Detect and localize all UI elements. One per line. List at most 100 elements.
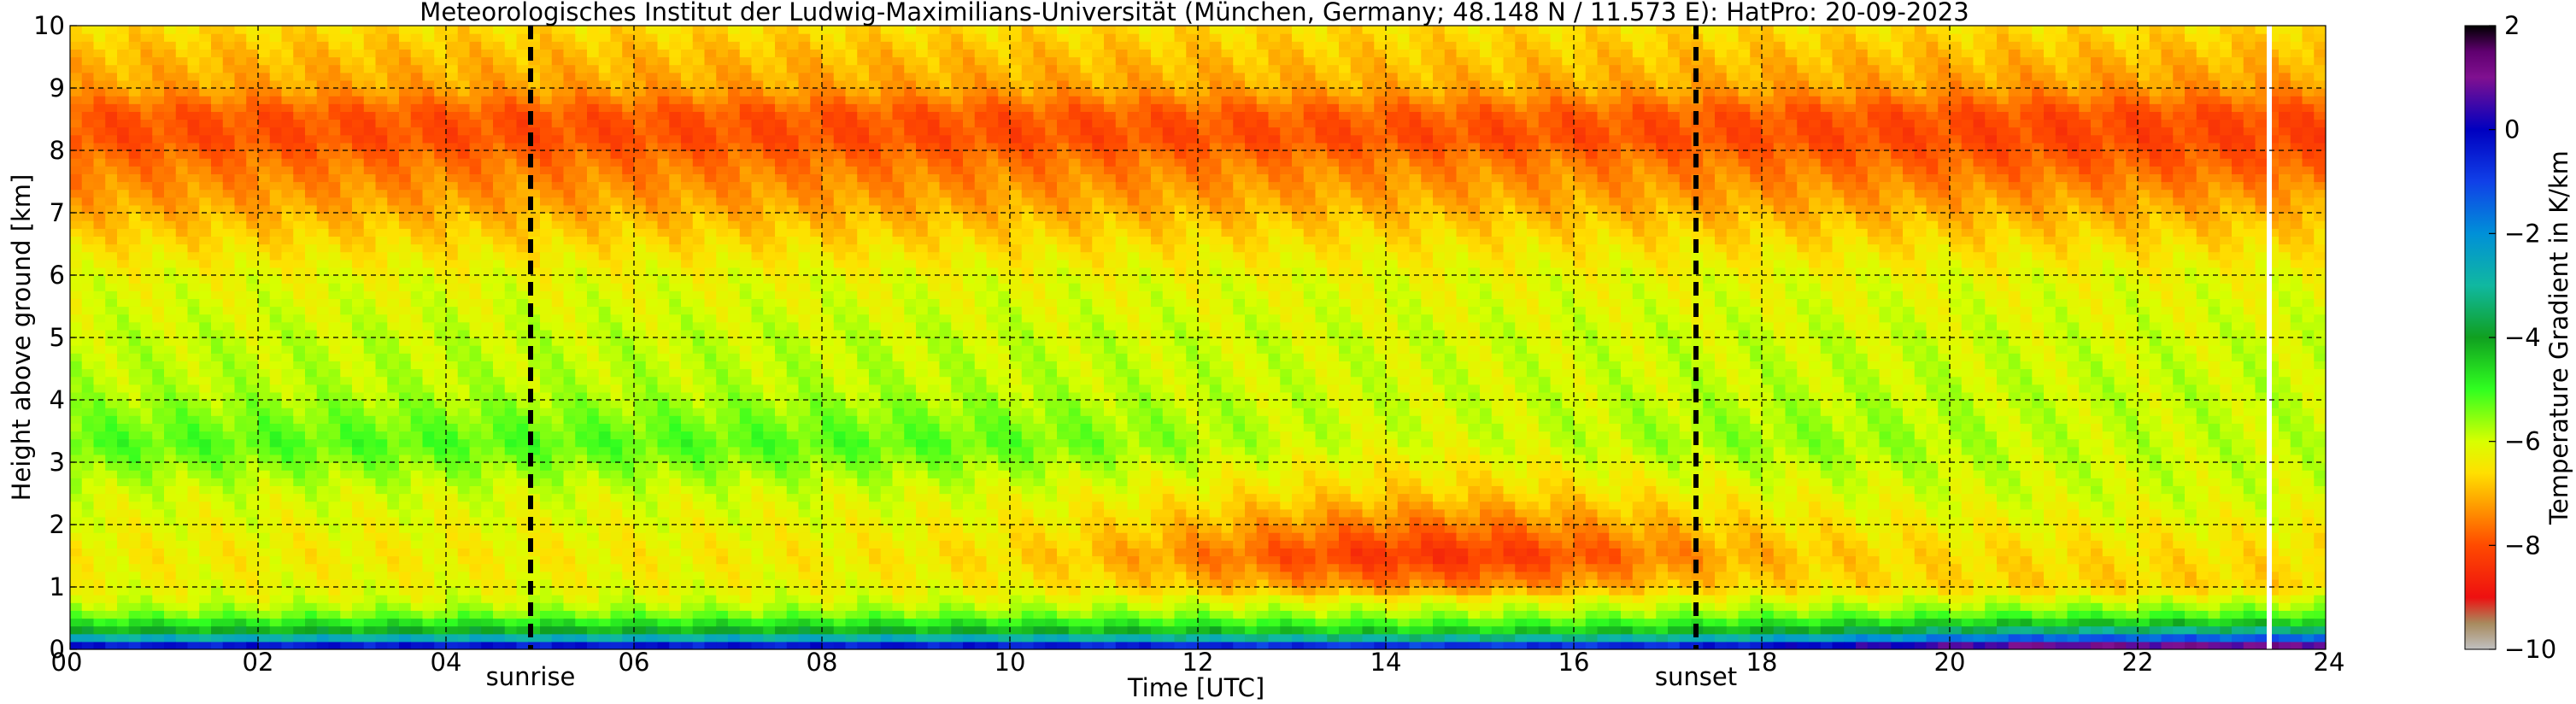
- heatmap-cell: [657, 134, 670, 144]
- heatmap-cell: [598, 283, 612, 291]
- heatmap-cell: [704, 166, 717, 174]
- heatmap-cell: [222, 400, 236, 408]
- heatmap-cell: [786, 446, 800, 455]
- heatmap-cell: [81, 368, 95, 378]
- heatmap-cell: [446, 508, 459, 518]
- heatmap-cell: [728, 423, 741, 432]
- heatmap-cell: [387, 478, 400, 486]
- heatmap-cell: [93, 602, 106, 611]
- heatmap-cell: [540, 275, 553, 284]
- heatmap-cell: [692, 462, 706, 471]
- heatmap-cell: [645, 633, 659, 642]
- heatmap-cell: [340, 173, 353, 183]
- heatmap-cell: [128, 602, 142, 611]
- heatmap-cell: [399, 213, 412, 221]
- heatmap-cell: [446, 595, 459, 603]
- heatmap-cell: [117, 329, 130, 338]
- heatmap-cell: [363, 454, 377, 463]
- heatmap-cell: [434, 361, 447, 370]
- heatmap-cell: [681, 88, 694, 97]
- heatmap-cell: [622, 49, 635, 58]
- heatmap-cell: [363, 548, 377, 557]
- heatmap-cell: [70, 283, 83, 291]
- heatmap-cell: [211, 173, 224, 183]
- heatmap-cell: [187, 641, 200, 649]
- heatmap-cell: [681, 126, 694, 136]
- heatmap-cell: [234, 454, 247, 463]
- heatmap-cell: [493, 361, 506, 370]
- heatmap-cell: [493, 220, 506, 229]
- heatmap-cell: [481, 314, 494, 323]
- heatmap-cell: [739, 516, 753, 525]
- heatmap-cell: [211, 72, 224, 81]
- heatmap-cell: [164, 64, 177, 73]
- heatmap-cell: [246, 501, 259, 510]
- heatmap-cell: [164, 532, 177, 541]
- heatmap-cell: [234, 267, 247, 276]
- heatmap-cell: [70, 493, 83, 502]
- heatmap-cell: [81, 181, 95, 191]
- heatmap-cell: [281, 337, 294, 346]
- heatmap-cell: [692, 446, 706, 455]
- heatmap-cell: [610, 532, 623, 541]
- heatmap-cell: [681, 96, 694, 104]
- heatmap-cell: [598, 595, 612, 603]
- heatmap-cell: [187, 376, 200, 385]
- heatmap-cell: [352, 236, 365, 245]
- heatmap-cell: [587, 275, 600, 284]
- heatmap-cell: [622, 525, 635, 533]
- heatmap-cell: [481, 501, 494, 510]
- heatmap-cell: [117, 555, 130, 565]
- heatmap-cell: [410, 306, 424, 315]
- heatmap-cell: [587, 446, 600, 455]
- heatmap-cell: [504, 329, 518, 338]
- heatmap-cell: [728, 56, 741, 66]
- heatmap-cell: [704, 516, 717, 525]
- heatmap-cell: [587, 548, 600, 557]
- heatmap-cell: [716, 478, 729, 486]
- heatmap-cell: [211, 166, 224, 174]
- heatmap-cell: [117, 290, 130, 299]
- heatmap-cell: [352, 56, 365, 66]
- heatmap-cell: [175, 158, 189, 167]
- heatmap-cell: [575, 587, 588, 595]
- heatmap-cell: [70, 384, 83, 393]
- heatmap-cell: [504, 423, 518, 432]
- heatmap-cell: [657, 49, 670, 58]
- heatmap-cell: [352, 49, 365, 58]
- heatmap-cell: [387, 641, 400, 649]
- heatmap-cell: [728, 306, 741, 315]
- heatmap-cell: [399, 41, 412, 50]
- heatmap-cell: [469, 96, 482, 104]
- heatmap-cell: [446, 306, 459, 315]
- heatmap-cell: [175, 438, 189, 448]
- heatmap-cell: [281, 501, 294, 510]
- heatmap-cell: [528, 329, 541, 338]
- heatmap-cell: [211, 251, 224, 261]
- heatmap-cell: [587, 571, 600, 580]
- heatmap-cell: [340, 408, 353, 416]
- heatmap-cell: [622, 602, 635, 611]
- heatmap-cell: [528, 166, 541, 174]
- heatmap-cell: [152, 306, 165, 315]
- heatmap-cell: [234, 275, 247, 284]
- heatmap-cell: [481, 508, 494, 518]
- heatmap-cell: [187, 26, 200, 34]
- heatmap-cell: [363, 290, 377, 299]
- heatmap-cell: [481, 454, 494, 463]
- heatmap-cell: [352, 96, 365, 104]
- heatmap-cell: [375, 228, 388, 237]
- heatmap-cell: [222, 618, 236, 627]
- heatmap-cell: [234, 173, 247, 183]
- heatmap-cell: [175, 391, 189, 401]
- heatmap-cell: [175, 298, 189, 308]
- heatmap-cell: [657, 267, 670, 276]
- heatmap-cell: [175, 563, 189, 572]
- heatmap-cell: [657, 384, 670, 393]
- heatmap-cell: [493, 259, 506, 268]
- heatmap-cell: [692, 595, 706, 603]
- heatmap-cell: [375, 126, 388, 136]
- heatmap-cell: [340, 166, 353, 174]
- heatmap-cell: [751, 41, 764, 50]
- heatmap-cell: [246, 220, 259, 229]
